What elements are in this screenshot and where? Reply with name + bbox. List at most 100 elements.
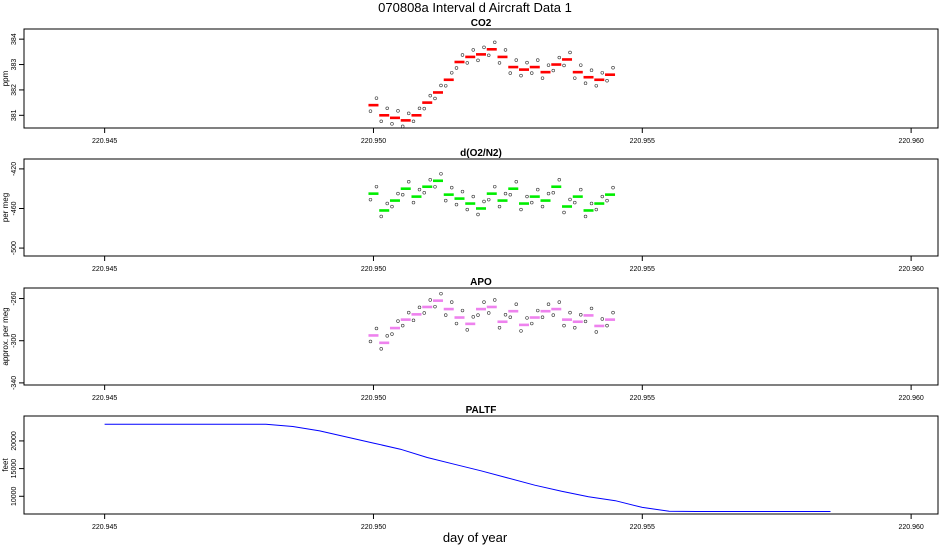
- data-point-sample: [422, 106, 426, 111]
- data-point: [572, 320, 583, 324]
- data-point: [422, 101, 433, 104]
- data-point-sample: [519, 73, 523, 78]
- data-point-sample: [562, 210, 566, 215]
- data-point: [411, 114, 422, 117]
- data-point: [508, 309, 519, 313]
- data-point-sample: [493, 298, 497, 302]
- data-point-sample: [525, 316, 529, 320]
- y-tick-label: 383: [11, 59, 18, 71]
- data-point: [389, 199, 400, 202]
- panel-title: PALTF: [466, 405, 497, 416]
- data-point-sample: [396, 191, 400, 196]
- data-point: [368, 192, 379, 195]
- data-point-sample: [439, 83, 443, 88]
- panel-4: PALTF feet 220.945 220.950 220.955 220.960 100…: [1, 405, 939, 531]
- data-point: [594, 324, 605, 328]
- data-point-sample: [396, 109, 400, 113]
- data-point: [486, 192, 497, 195]
- data-point-sample: [374, 184, 379, 189]
- data-point-sample: [401, 192, 405, 197]
- data-point-sample: [476, 58, 480, 63]
- page-title: 070808a Interval d Aircraft Data 1: [378, 0, 572, 15]
- data-point-sample: [465, 328, 469, 332]
- data-point: [583, 314, 594, 317]
- data-point-sample: [411, 318, 416, 323]
- data-point-sample: [460, 53, 465, 57]
- data-point-sample: [594, 207, 598, 212]
- data-point-sample: [368, 109, 373, 113]
- data-point-sample: [422, 191, 426, 195]
- data-point: [519, 202, 530, 205]
- data-point-sample: [368, 339, 373, 344]
- data-point-sample: [600, 317, 604, 321]
- data-point: [562, 318, 573, 321]
- data-point-sample: [557, 55, 561, 60]
- panel-title: d(O2/N2): [460, 148, 502, 159]
- data-point-sample: [579, 313, 583, 317]
- data-point-sample: [428, 178, 432, 182]
- data-point: [529, 65, 540, 69]
- y-tick-label: -340: [11, 376, 18, 390]
- data-point: [562, 205, 573, 208]
- data-point-sample: [562, 63, 566, 68]
- data-point-sample: [390, 204, 394, 209]
- y-tick-label: -460: [11, 201, 18, 215]
- data-point-sample: [497, 61, 502, 65]
- panel-title: CO2: [471, 18, 492, 29]
- y-axis-label: ppm: [1, 70, 10, 86]
- data-point: [508, 187, 519, 190]
- data-point-sample: [417, 305, 422, 310]
- x-tick-label: 220.960: [898, 395, 923, 402]
- data-point-sample: [379, 214, 383, 219]
- data-point-sample: [401, 124, 405, 129]
- data-point: [605, 193, 616, 196]
- data-point-sample: [476, 313, 480, 317]
- data-point-sample: [471, 194, 475, 199]
- y-tick-label: 382: [11, 84, 18, 96]
- data-point-sample: [508, 192, 512, 197]
- data-point: [389, 326, 400, 330]
- data-point-sample: [503, 191, 508, 196]
- data-point: [476, 307, 486, 311]
- data-point-sample: [530, 321, 534, 326]
- data-point-sample: [579, 187, 583, 192]
- data-point-sample: [374, 326, 379, 331]
- data-point-sample: [503, 313, 508, 317]
- data-point-sample: [407, 310, 411, 315]
- x-tick-label: 220.955: [630, 524, 655, 531]
- data-point: [486, 305, 497, 309]
- data-point: [594, 78, 605, 82]
- x-tick-label: 220.950: [361, 395, 386, 402]
- data-point-sample: [525, 194, 529, 199]
- y-axis-label: approx. per meg: [1, 307, 10, 365]
- data-point-sample: [594, 84, 598, 88]
- data-point-sample: [454, 66, 459, 70]
- data-point: [540, 309, 551, 313]
- data-point: [465, 202, 476, 205]
- data-point-sample: [497, 326, 502, 330]
- x-tick-label: 220.960: [898, 524, 923, 531]
- data-point-sample: [460, 308, 465, 313]
- data-point: [379, 114, 390, 117]
- data-point-sample: [487, 197, 491, 202]
- data-point: [411, 313, 422, 316]
- x-tick-label: 220.960: [898, 138, 923, 145]
- data-point-sample: [368, 197, 373, 202]
- data-point-sample: [385, 106, 389, 111]
- data-point-sample: [465, 207, 469, 212]
- data-point-sample: [444, 313, 448, 317]
- data-point: [519, 68, 530, 71]
- y-tick-label: -500: [11, 241, 18, 255]
- data-point-sample: [536, 187, 540, 192]
- y-tick-label: -300: [11, 334, 18, 348]
- data-point-sample: [444, 84, 448, 88]
- data-point-sample: [439, 172, 443, 176]
- data-point-sample: [417, 187, 422, 192]
- data-point-sample: [407, 111, 411, 116]
- data-point: [465, 322, 476, 326]
- data-point-sample: [487, 311, 491, 315]
- data-point-sample: [568, 310, 572, 315]
- data-point: [486, 48, 497, 51]
- data-point-sample: [433, 304, 437, 309]
